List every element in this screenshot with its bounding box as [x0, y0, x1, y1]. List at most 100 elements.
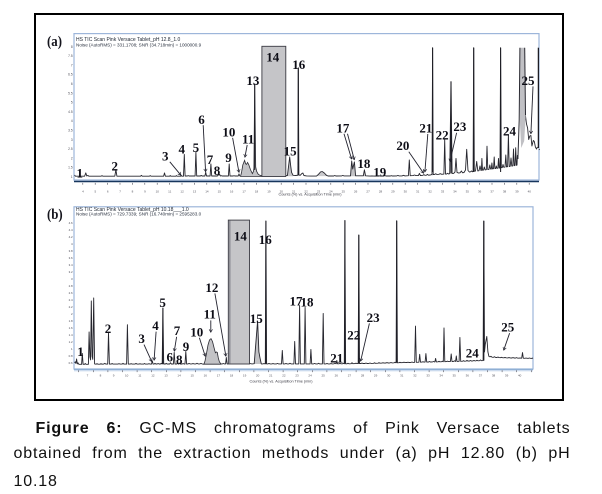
svg-text:1.2: 1.2 — [69, 340, 73, 344]
svg-text:1: 1 — [71, 347, 73, 351]
svg-text:8: 8 — [214, 163, 221, 178]
svg-text:25: 25 — [342, 190, 346, 194]
svg-text:30: 30 — [387, 373, 391, 377]
svg-text:2: 2 — [71, 156, 73, 160]
svg-text:9: 9 — [144, 190, 146, 194]
svg-text:6.5: 6.5 — [68, 73, 73, 77]
svg-text:28: 28 — [379, 190, 383, 194]
svg-text:36: 36 — [466, 373, 470, 377]
svg-text:18: 18 — [301, 295, 315, 310]
svg-text:16: 16 — [259, 232, 273, 247]
svg-text:10: 10 — [125, 373, 129, 377]
svg-text:22: 22 — [282, 373, 286, 377]
svg-text:3.6: 3.6 — [69, 256, 73, 260]
svg-text:14: 14 — [266, 50, 280, 65]
svg-text:22: 22 — [304, 190, 308, 194]
svg-text:38: 38 — [492, 373, 496, 377]
svg-text:25: 25 — [501, 319, 515, 334]
svg-text:25: 25 — [322, 373, 326, 377]
svg-text:3.5: 3.5 — [68, 129, 73, 133]
svg-text:HS TIC Scan Pink Versace Table: HS TIC Scan Pink Versace Tablet_pH 12.8_… — [76, 37, 181, 43]
svg-text:14: 14 — [177, 373, 181, 377]
svg-text:23: 23 — [367, 310, 381, 325]
svg-text:18: 18 — [255, 190, 259, 194]
svg-text:1.6: 1.6 — [69, 326, 73, 330]
svg-text:13: 13 — [164, 373, 168, 377]
svg-text:22: 22 — [436, 127, 449, 142]
svg-text:31: 31 — [416, 190, 420, 194]
svg-text:6: 6 — [71, 82, 73, 86]
svg-text:19: 19 — [243, 373, 247, 377]
svg-text:4.2: 4.2 — [69, 235, 73, 239]
svg-text:15: 15 — [250, 311, 263, 326]
svg-text:18: 18 — [357, 156, 371, 171]
svg-text:21: 21 — [269, 373, 273, 377]
svg-text:17: 17 — [242, 190, 246, 194]
svg-text:6: 6 — [167, 349, 174, 364]
svg-text:32: 32 — [428, 190, 432, 194]
svg-text:HS TIC Scan Pink Versace Table: HS TIC Scan Pink Versace Tablet_pH 10.18… — [76, 207, 189, 213]
svg-text:14: 14 — [205, 190, 209, 194]
svg-text:4: 4 — [82, 190, 84, 194]
svg-text:8: 8 — [132, 190, 134, 194]
svg-text:1: 1 — [71, 175, 73, 179]
svg-text:24: 24 — [329, 190, 333, 194]
svg-text:13: 13 — [246, 73, 260, 88]
svg-text:20: 20 — [396, 138, 409, 153]
svg-text:5: 5 — [71, 101, 73, 105]
svg-text:1.4: 1.4 — [69, 333, 73, 337]
svg-text:2.8: 2.8 — [69, 284, 73, 288]
svg-text:14: 14 — [234, 229, 248, 244]
svg-text:3: 3 — [162, 149, 169, 164]
svg-text:24: 24 — [466, 345, 480, 360]
svg-text:9: 9 — [225, 150, 232, 165]
svg-text:27: 27 — [366, 190, 370, 194]
svg-text:33: 33 — [441, 190, 445, 194]
svg-text:20: 20 — [280, 190, 284, 194]
svg-text:22: 22 — [347, 327, 360, 342]
svg-text:35: 35 — [466, 190, 470, 194]
svg-text:2: 2 — [105, 321, 112, 336]
svg-text:4: 4 — [152, 318, 159, 333]
svg-text:16: 16 — [292, 57, 306, 72]
svg-text:Counts (%) vs. Acquisition Tim: Counts (%) vs. Acquisition Time (min) — [249, 379, 313, 383]
svg-text:28: 28 — [361, 373, 365, 377]
svg-text:7: 7 — [119, 190, 121, 194]
svg-text:34: 34 — [453, 190, 457, 194]
svg-text:33: 33 — [426, 373, 430, 377]
svg-text:5: 5 — [94, 190, 96, 194]
svg-text:12: 12 — [180, 190, 184, 194]
svg-text:0.8: 0.8 — [69, 354, 73, 358]
svg-text:3: 3 — [71, 277, 73, 281]
svg-text:1: 1 — [77, 344, 84, 359]
svg-text:29: 29 — [374, 373, 378, 377]
svg-text:11: 11 — [242, 131, 254, 146]
svg-text:10: 10 — [156, 190, 160, 194]
svg-text:4.6: 4.6 — [69, 221, 73, 225]
svg-text:2.5: 2.5 — [68, 147, 73, 151]
svg-text:34: 34 — [439, 373, 443, 377]
svg-text:31: 31 — [400, 373, 404, 377]
svg-text:Noise (AutoRMS) = 331.1708; SN: Noise (AutoRMS) = 331.1708; SNR (34.718m… — [76, 42, 202, 47]
svg-text:40: 40 — [528, 190, 532, 194]
svg-text:3: 3 — [71, 138, 73, 142]
svg-text:5: 5 — [193, 140, 200, 155]
svg-text:4: 4 — [179, 142, 186, 157]
svg-text:24: 24 — [308, 373, 312, 377]
svg-text:30: 30 — [404, 190, 408, 194]
svg-text:26: 26 — [354, 190, 358, 194]
svg-text:5: 5 — [159, 295, 166, 310]
svg-text:4.4: 4.4 — [69, 228, 73, 232]
svg-text:2.2: 2.2 — [69, 305, 73, 309]
svg-text:17: 17 — [336, 120, 350, 135]
svg-text:3.2: 3.2 — [69, 270, 73, 274]
svg-text:8: 8 — [71, 45, 73, 49]
svg-text:10: 10 — [190, 324, 203, 339]
svg-text:35: 35 — [453, 373, 457, 377]
svg-text:17: 17 — [290, 294, 304, 309]
svg-text:15: 15 — [191, 373, 195, 377]
svg-text:2.4: 2.4 — [69, 298, 73, 302]
svg-text:16: 16 — [204, 373, 208, 377]
svg-text:15: 15 — [284, 143, 298, 158]
svg-text:23: 23 — [317, 190, 321, 194]
